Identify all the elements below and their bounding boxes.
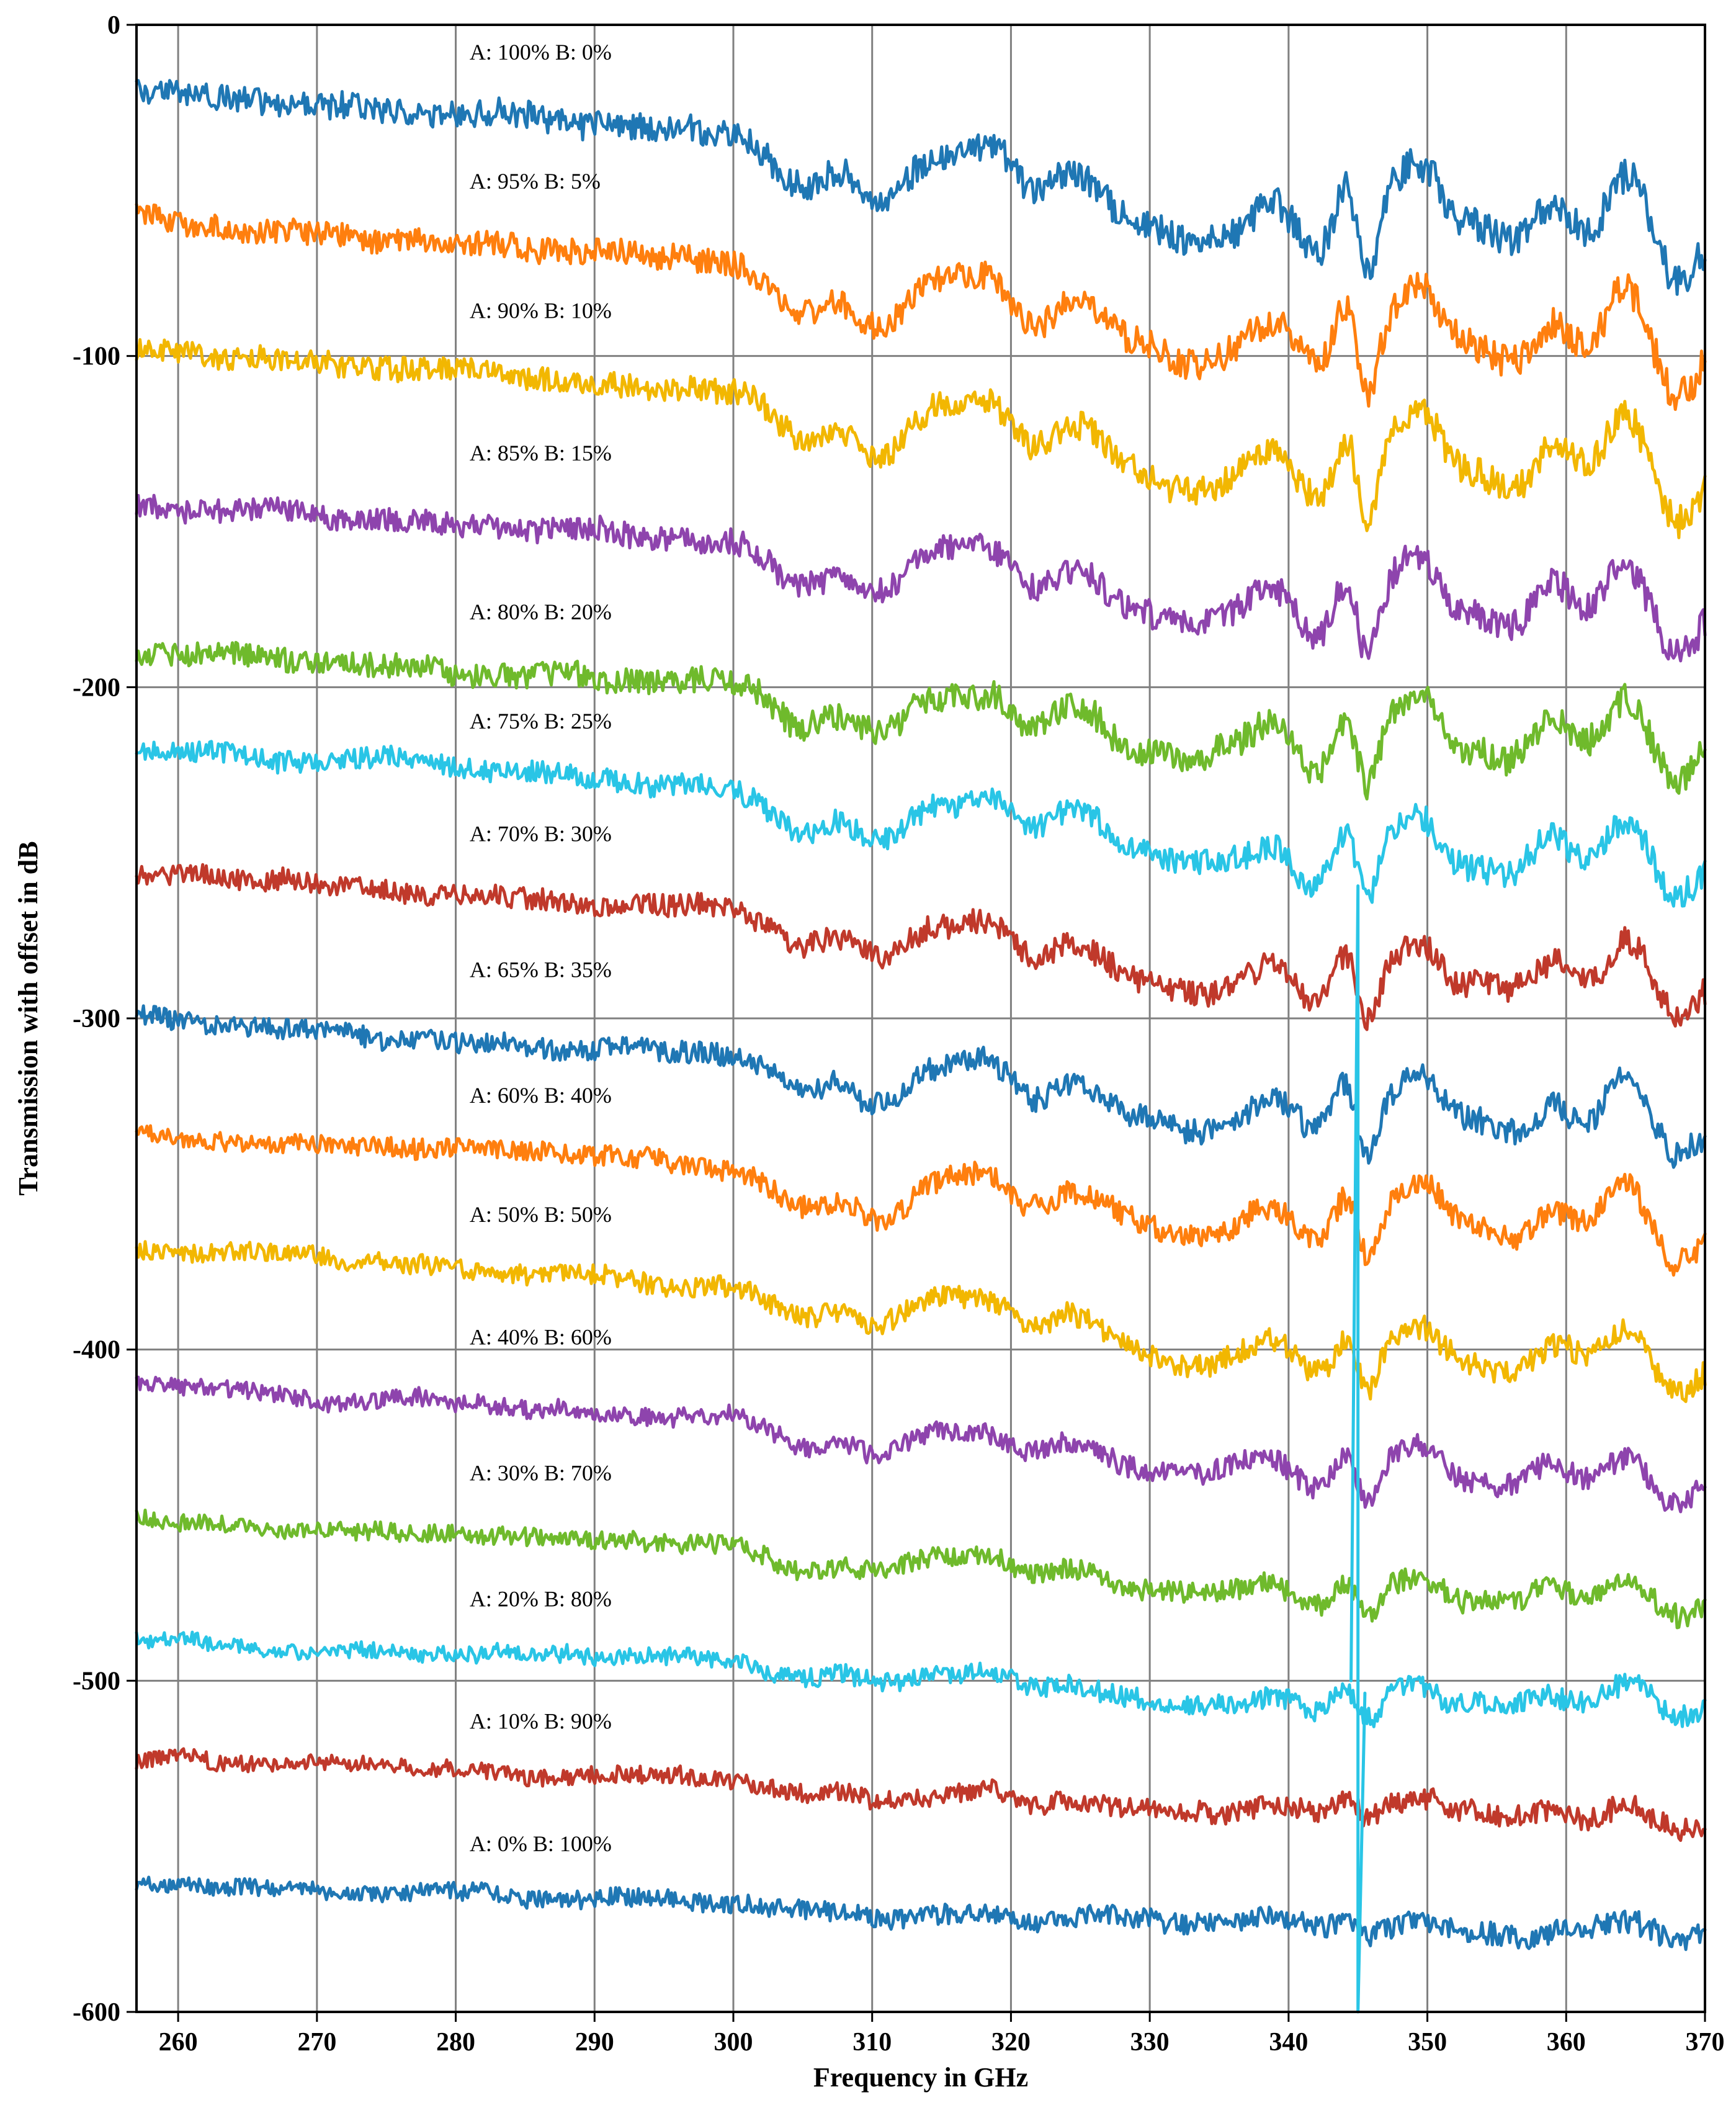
series-label: A: 65% B: 35% [470, 957, 612, 982]
series-label: A: 75% B: 25% [470, 709, 612, 734]
x-tick-label: 270 [297, 2028, 336, 2057]
y-tick-label: -100 [73, 343, 120, 371]
series-label: A: 50% B: 50% [470, 1202, 612, 1227]
x-tick-label: 350 [1408, 2028, 1447, 2057]
x-tick-label: 310 [852, 2028, 892, 2057]
series-label: A: 100% B: 0% [470, 40, 612, 65]
series-label: A: 85% B: 15% [470, 441, 612, 465]
y-tick-label: -400 [73, 1336, 120, 1365]
x-tick-labels: 260 270 280 290 300 310 320 330 340 350 360 370 [159, 2012, 1725, 2057]
series-label: A: 40% B: 60% [470, 1325, 612, 1350]
series-label: A: 90% B: 10% [470, 298, 612, 323]
y-tick-label: -600 [73, 1998, 120, 2027]
y-tick-label: -200 [73, 673, 120, 702]
x-axis-label: Frequency in GHz [813, 2062, 1028, 2093]
series-label: A: 10% B: 90% [470, 1709, 612, 1734]
series-label: A: 0% B: 100% [470, 1831, 612, 1856]
series-label: A: 70% B: 30% [470, 821, 612, 846]
y-tick-label: -300 [73, 1005, 120, 1033]
x-tick-label: 340 [1269, 2028, 1308, 2057]
y-tick-label: -500 [73, 1667, 120, 1695]
x-tick-label: 290 [575, 2028, 614, 2057]
y-tick-labels: -600 -500 -400 -300 -200 -100 0 [73, 11, 136, 2027]
x-tick-label: 280 [436, 2028, 475, 2057]
y-tick-label: 0 [107, 11, 120, 40]
x-tick-label: 330 [1130, 2028, 1170, 2057]
x-tick-label: 360 [1547, 2028, 1586, 2057]
transmission-spectra-chart: 260 270 280 290 300 310 320 330 340 350 360 370 -60… [0, 0, 1736, 2105]
x-tick-label: 260 [159, 2028, 198, 2057]
chart-container: 260 270 280 290 300 310 320 330 340 350 360 370 -60… [0, 0, 1736, 2105]
series-label: A: 20% B: 80% [470, 1586, 612, 1611]
x-tick-label: 320 [991, 2028, 1031, 2057]
y-axis-label: Transmission with offset in dB [13, 841, 43, 1195]
series-label: A: 95% B: 5% [470, 169, 601, 194]
x-tick-label: 300 [714, 2028, 753, 2057]
series-label: A: 80% B: 20% [470, 599, 612, 624]
series-label: A: 60% B: 40% [470, 1083, 612, 1108]
series-label: A: 30% B: 70% [470, 1460, 612, 1485]
x-tick-label: 370 [1686, 2028, 1725, 2057]
